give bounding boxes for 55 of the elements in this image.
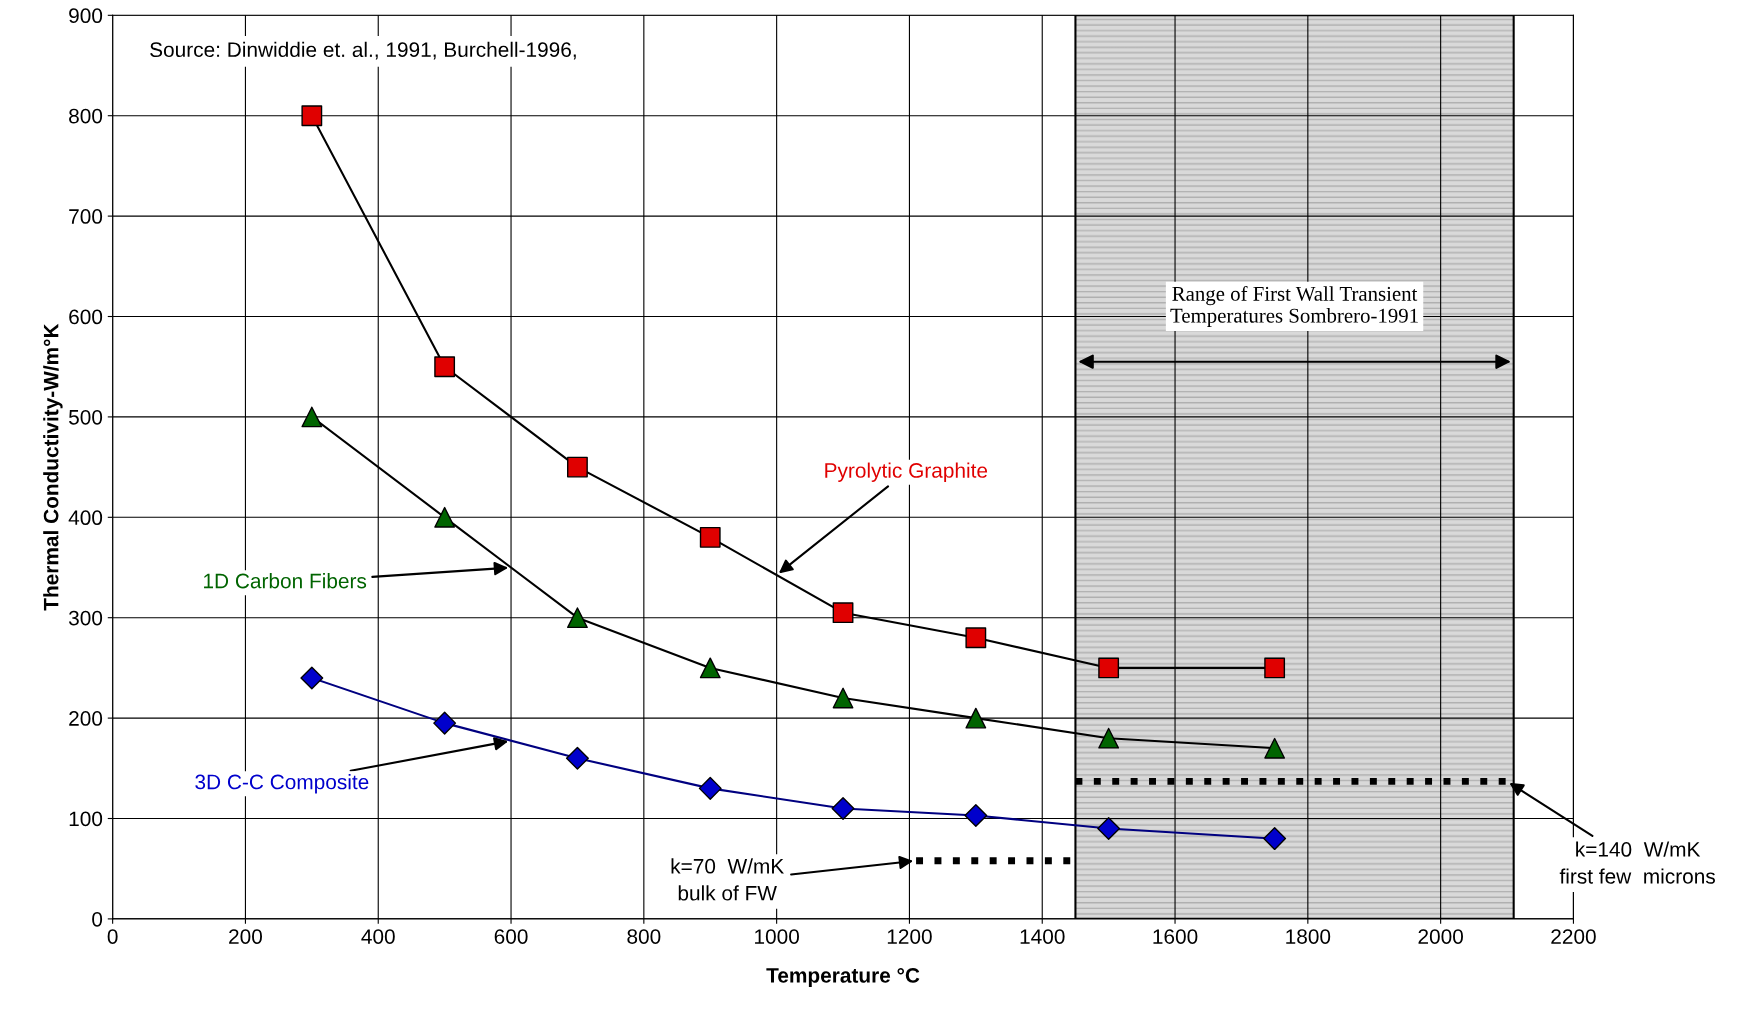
x-axis-title: Temperature °C <box>766 968 920 987</box>
band-label: Range of First Wall Transient Temperatures Sombrero-1991 <box>1170 286 1418 327</box>
point <box>1098 657 1120 679</box>
x-tick-label: 2200 <box>1551 929 1596 944</box>
x-tick-label: 1600 <box>1153 929 1198 944</box>
y-tick-label: 100 <box>69 811 103 827</box>
point <box>567 607 588 629</box>
y-tick-label: 900 <box>69 8 103 24</box>
x-tick-label: 1200 <box>887 929 932 944</box>
point <box>434 356 456 378</box>
point <box>434 506 456 528</box>
x-tick-label: 400 <box>361 929 395 944</box>
point <box>1097 817 1121 841</box>
annotation: k=140 W/mK first few microns <box>1559 841 1715 884</box>
point <box>965 627 987 649</box>
point <box>567 456 588 478</box>
x-tick-label: 1000 <box>755 929 799 944</box>
x-tick-label: 1800 <box>1286 929 1331 944</box>
point <box>1263 827 1287 851</box>
x-tick-label: 1400 <box>1020 929 1065 944</box>
point <box>699 657 721 679</box>
point <box>1098 727 1120 749</box>
y-axis-title: Thermal Conductivity-W/m°K <box>43 323 63 611</box>
point <box>965 707 987 729</box>
text: 3D C-C Composite <box>195 774 369 794</box>
y-tick-label: 600 <box>69 309 103 325</box>
y-tick-label: 200 <box>69 711 103 726</box>
x-tick-label: 200 <box>229 929 263 944</box>
y-tick-label: 700 <box>69 209 103 224</box>
annotation: k=70 W/mK bulk of FW <box>671 858 784 901</box>
x-tick-label: 0 <box>107 929 118 944</box>
point <box>832 602 854 624</box>
y-tick-label: 400 <box>68 510 103 526</box>
y-tick-label: 500 <box>69 409 103 425</box>
text: 1D Carbon Fibers <box>204 573 367 589</box>
annotation: Source: Dinwiddie et. al., 1991, Burchell-1996, <box>150 41 576 60</box>
point <box>300 666 324 690</box>
x-tick-label: 2000 <box>1418 929 1463 944</box>
y-tick-label: 300 <box>68 610 103 626</box>
point <box>301 406 323 428</box>
y-tick-label: 800 <box>69 108 103 124</box>
point <box>698 776 722 800</box>
point <box>964 803 988 827</box>
y-tick-label: 0 <box>92 911 103 927</box>
point <box>301 105 323 127</box>
point <box>699 526 721 548</box>
point <box>433 711 457 735</box>
point <box>1264 737 1286 759</box>
point <box>565 746 589 770</box>
x-tick-label: 600 <box>494 929 528 944</box>
point <box>832 687 854 709</box>
point <box>831 796 855 820</box>
point <box>1264 657 1286 679</box>
x-tick-label: 800 <box>627 929 661 944</box>
text: Pyrolytic Graphite <box>825 462 988 482</box>
